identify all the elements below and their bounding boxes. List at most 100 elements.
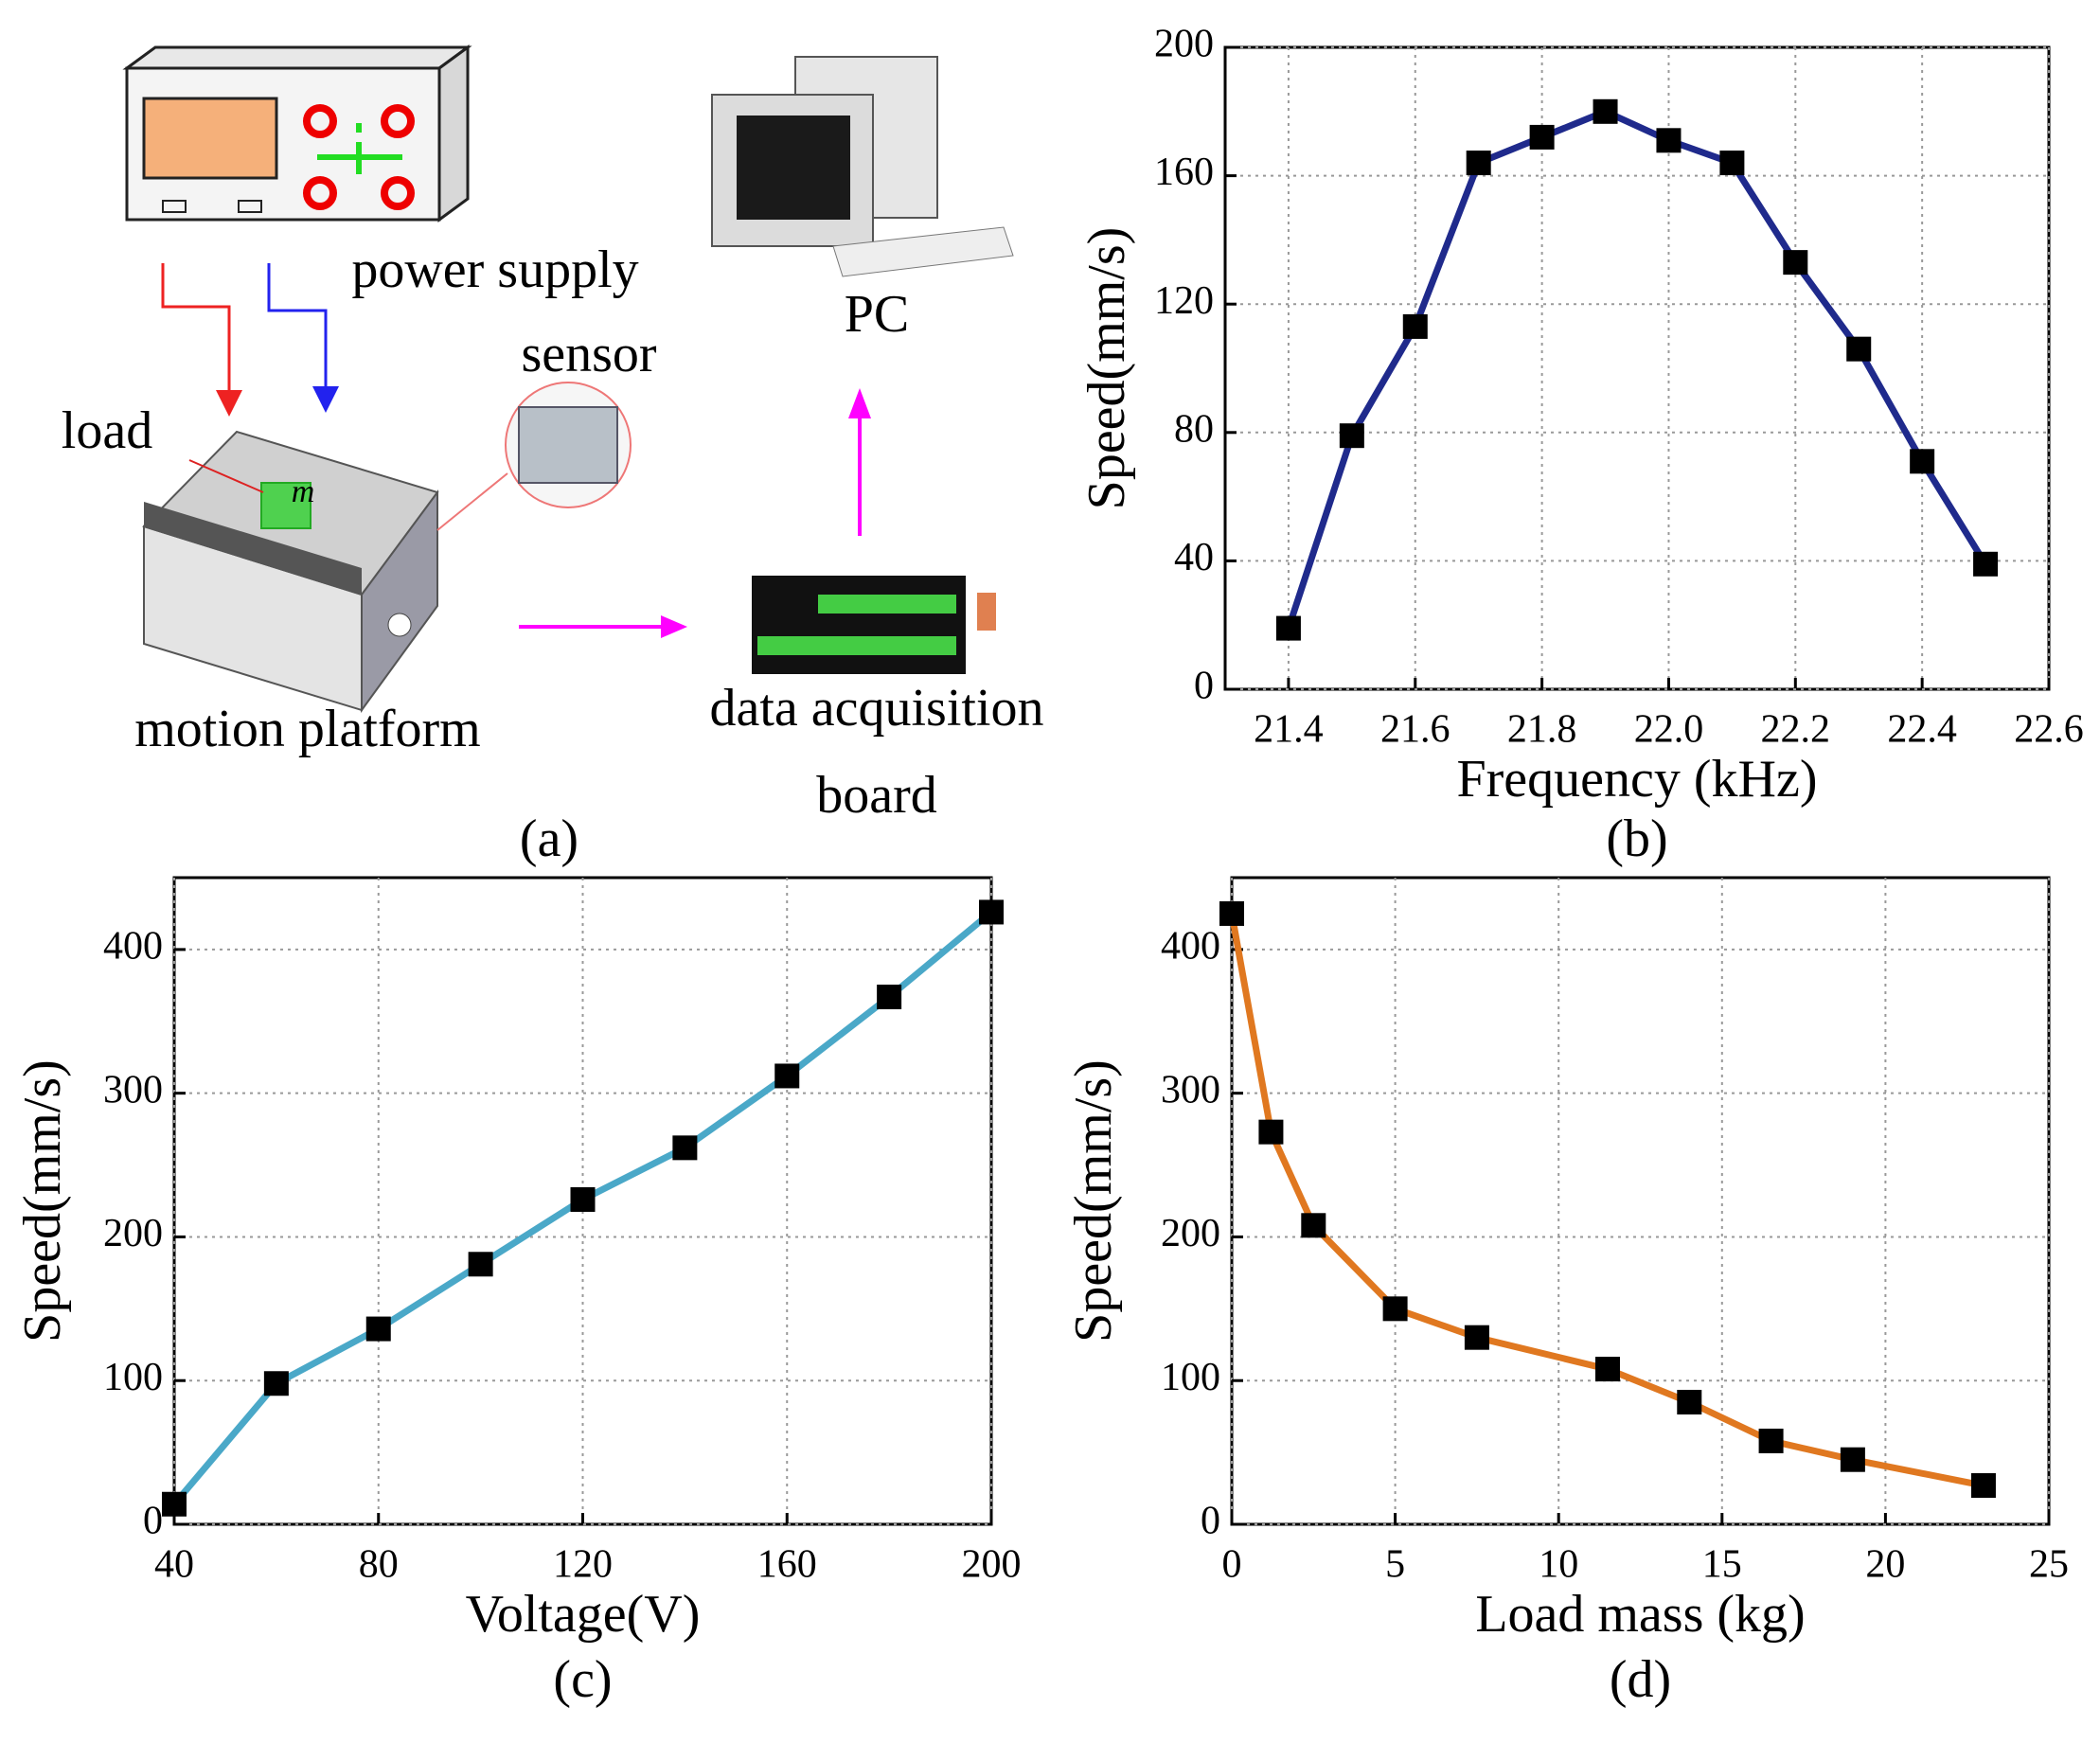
panel-label: (c) — [553, 1650, 612, 1709]
x-axis-title: Load mass (kg) — [1475, 1585, 1805, 1644]
marker — [468, 1252, 493, 1277]
arrow-head — [312, 386, 339, 413]
leader — [436, 472, 508, 531]
x-axis-title: Frequency (kHz) — [1457, 750, 1818, 809]
panel-label: (a) — [520, 809, 578, 868]
marker — [1840, 1447, 1865, 1472]
y-tick-label: 40 — [1174, 536, 1214, 579]
y-tick-label: 0 — [143, 1500, 163, 1543]
x-tick-label: 40 — [154, 1543, 194, 1587]
marker — [1783, 250, 1808, 276]
x-tick-label: 120 — [553, 1543, 613, 1587]
load-mark: m — [292, 474, 315, 509]
marker — [1656, 128, 1682, 153]
panel-label: (b) — [1606, 809, 1667, 868]
sensor — [518, 406, 618, 484]
screen — [142, 97, 278, 180]
y-axis-title: Speed(mm/s) — [13, 1059, 72, 1343]
keyboard — [832, 226, 1014, 277]
marker — [1758, 1428, 1784, 1453]
marker — [1464, 1325, 1489, 1350]
y-tick-label: 80 — [1174, 407, 1214, 451]
y-tick-label: 200 — [1154, 23, 1214, 66]
knob — [303, 104, 337, 138]
y-tick-label: 300 — [103, 1068, 163, 1112]
marker — [1529, 124, 1555, 150]
panel-label: (d) — [1610, 1650, 1671, 1709]
y-tick-label: 100 — [1161, 1356, 1220, 1399]
label: sensor — [521, 325, 656, 383]
y-tick-label: 200 — [103, 1212, 163, 1255]
marker — [1339, 423, 1364, 449]
line — [1285, 108, 1989, 630]
label: power supply — [351, 240, 638, 299]
platform-rail — [144, 502, 362, 595]
x-tick-label: 15 — [1702, 1543, 1742, 1587]
chart: 40 80 120 160 200 0 100 200 300 400 Voltage(V) Spee… — [13, 876, 1022, 1709]
marker — [1258, 1119, 1284, 1145]
y-tick-label: 400 — [103, 925, 163, 969]
x-tick-label: 10 — [1539, 1543, 1578, 1587]
label: PC — [845, 285, 910, 344]
y-axis-title: Speed(mm/s) — [1064, 1059, 1123, 1343]
y-tick-label: 400 — [1161, 925, 1220, 969]
label: board — [816, 766, 937, 825]
knob — [381, 104, 415, 138]
x-tick-label: 21.4 — [1254, 708, 1324, 752]
wire — [161, 263, 231, 392]
y-tick-label: 0 — [1194, 665, 1214, 708]
plot-frame — [1223, 45, 2051, 691]
power-supply-top — [122, 45, 472, 70]
button — [162, 200, 187, 213]
x-tick-label: 80 — [359, 1543, 399, 1587]
x-tick-label: 22.2 — [1761, 708, 1831, 752]
marker — [1402, 313, 1428, 339]
marker — [1466, 151, 1491, 176]
marker — [365, 1316, 391, 1342]
x-tick-label: 5 — [1385, 1543, 1405, 1587]
marker — [672, 1135, 698, 1161]
marker — [1973, 551, 1999, 577]
y-tick-label: 160 — [1154, 151, 1214, 194]
arrow-head — [216, 390, 242, 417]
chart: 0 5 10 15 20 25 0 100 200 300 400 Load mass (kg) Spe… — [1064, 876, 2069, 1709]
arrow-head — [848, 388, 871, 418]
platform-side — [361, 489, 438, 714]
x-tick-label: 25 — [2029, 1543, 2069, 1587]
marker — [1910, 449, 1935, 474]
label: motion platform — [134, 700, 481, 758]
marker — [1846, 336, 1872, 362]
knob — [381, 176, 415, 210]
marker — [1719, 151, 1745, 176]
marker — [570, 1186, 596, 1212]
arrows — [317, 123, 402, 174]
y-axis-title: Speed(mm/s) — [1077, 227, 1136, 510]
wire — [267, 263, 328, 388]
knob — [303, 176, 337, 210]
chart: 21.4 21.6 21.8 22.0 22.2 22.4 22.6 0 40 80 120 160 2… — [1077, 23, 2084, 868]
load-block — [260, 482, 311, 529]
y-tick-label: 200 — [1161, 1212, 1220, 1255]
marker — [162, 1491, 187, 1517]
marker — [263, 1371, 289, 1396]
power-supply-side — [437, 44, 470, 222]
x-tick-label: 0 — [1222, 1543, 1242, 1587]
monitor-screen — [737, 116, 850, 220]
marker — [1970, 1473, 1996, 1499]
diagram: m power supply sensor load motion platfo… — [62, 44, 1044, 868]
marker — [1219, 900, 1244, 926]
connector — [977, 593, 996, 631]
marker — [1594, 1357, 1620, 1382]
marker — [774, 1063, 800, 1089]
button — [238, 200, 262, 213]
x-tick-label: 22.4 — [1887, 708, 1957, 752]
leader — [188, 459, 264, 493]
x-tick-label: 200 — [962, 1543, 1022, 1587]
hole — [387, 613, 412, 637]
marker — [1677, 1389, 1702, 1414]
x-tick-label: 21.8 — [1507, 708, 1577, 752]
line — [1228, 913, 1984, 1489]
terminal — [818, 595, 956, 614]
y-tick-label: 0 — [1201, 1500, 1220, 1543]
